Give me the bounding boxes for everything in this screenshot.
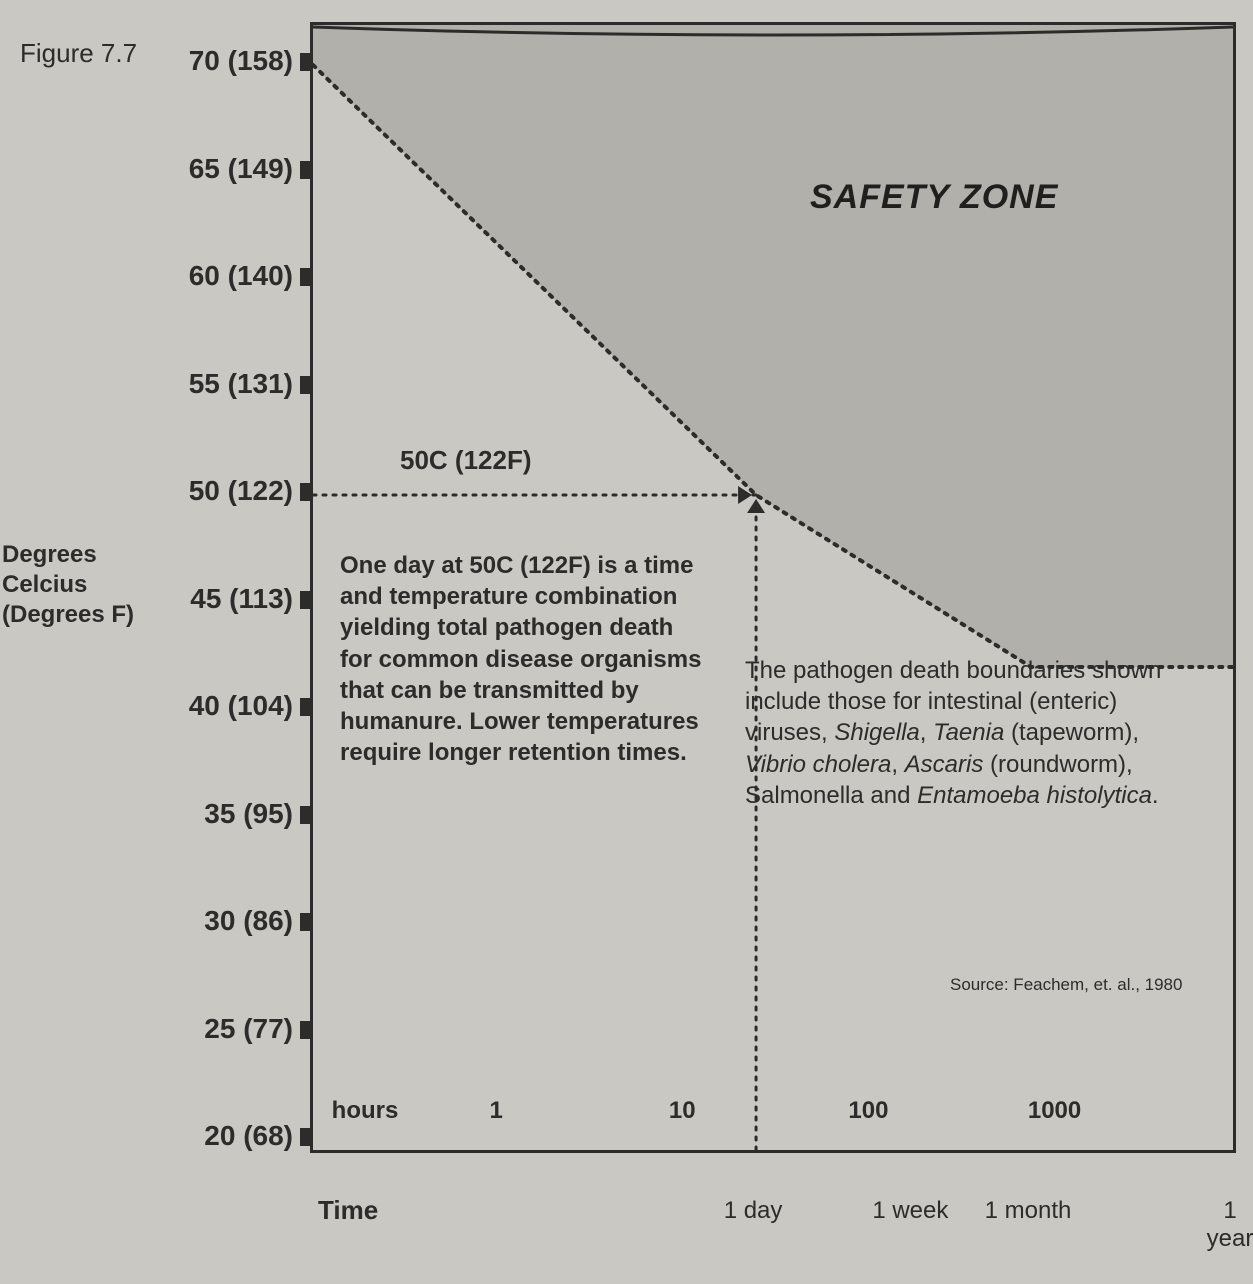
figure-label: Figure 7.7 [20, 38, 137, 69]
safety-zone-label: SAFETY ZONE [810, 178, 1058, 217]
xaxis-title: Time [318, 1195, 378, 1226]
y-tick-label: 60 (140) [153, 260, 293, 292]
y-tick-label: 50 (122) [153, 475, 293, 507]
x-tick-top: 1 [489, 1097, 502, 1125]
y-tick-label: 55 (131) [153, 368, 293, 400]
y-tick [300, 1128, 312, 1146]
y-tick [300, 1021, 312, 1039]
main-text-block: One day at 50C (122F) is a time and temp… [340, 550, 710, 768]
y-tick-label: 20 (68) [153, 1120, 293, 1152]
yaxis-title: Degrees Celcius (Degrees F) [2, 540, 162, 630]
y-tick [300, 806, 312, 824]
y-tick-label: 35 (95) [153, 798, 293, 830]
y-tick [300, 53, 312, 71]
yaxis-title-line3: (Degrees F) [2, 601, 134, 628]
y-tick-label: 25 (77) [153, 1013, 293, 1045]
y-tick [300, 161, 312, 179]
y-tick-label: 40 (104) [153, 690, 293, 722]
yaxis-title-line2: Celcius [2, 571, 87, 598]
x-tick-bottom: 1 day [724, 1197, 783, 1225]
yaxis-title-line1: Degrees [2, 541, 97, 568]
x-tick-bottom: 1 year [1207, 1197, 1253, 1253]
y-tick [300, 376, 312, 394]
x-hours-label: hours [332, 1097, 399, 1125]
x-tick-top: 1000 [1028, 1097, 1081, 1125]
source-text: Source: Feachem, et. al., 1980 [950, 975, 1182, 995]
x-tick-bottom: 1 month [985, 1197, 1072, 1225]
y-tick-label: 45 (113) [153, 583, 293, 615]
x-tick-top: 10 [669, 1097, 696, 1125]
x-tick-bottom: 1 week [872, 1197, 948, 1225]
y-tick-label: 65 (149) [153, 153, 293, 185]
y-tick-label: 70 (158) [153, 45, 293, 77]
page: Figure 7.7 Degrees Celcius (Degrees F) 7… [0, 0, 1253, 1284]
y-tick [300, 268, 312, 286]
y-tick [300, 591, 312, 609]
y-tick [300, 698, 312, 716]
y-tick [300, 483, 312, 501]
y-tick [300, 913, 312, 931]
pathogen-text-block: The pathogen death boundaries shown incl… [745, 655, 1175, 811]
x-tick-top: 100 [848, 1097, 888, 1125]
y-tick-label: 30 (86) [153, 905, 293, 937]
reference-label: 50C (122F) [400, 445, 532, 476]
arrowhead-up-icon [747, 499, 765, 513]
